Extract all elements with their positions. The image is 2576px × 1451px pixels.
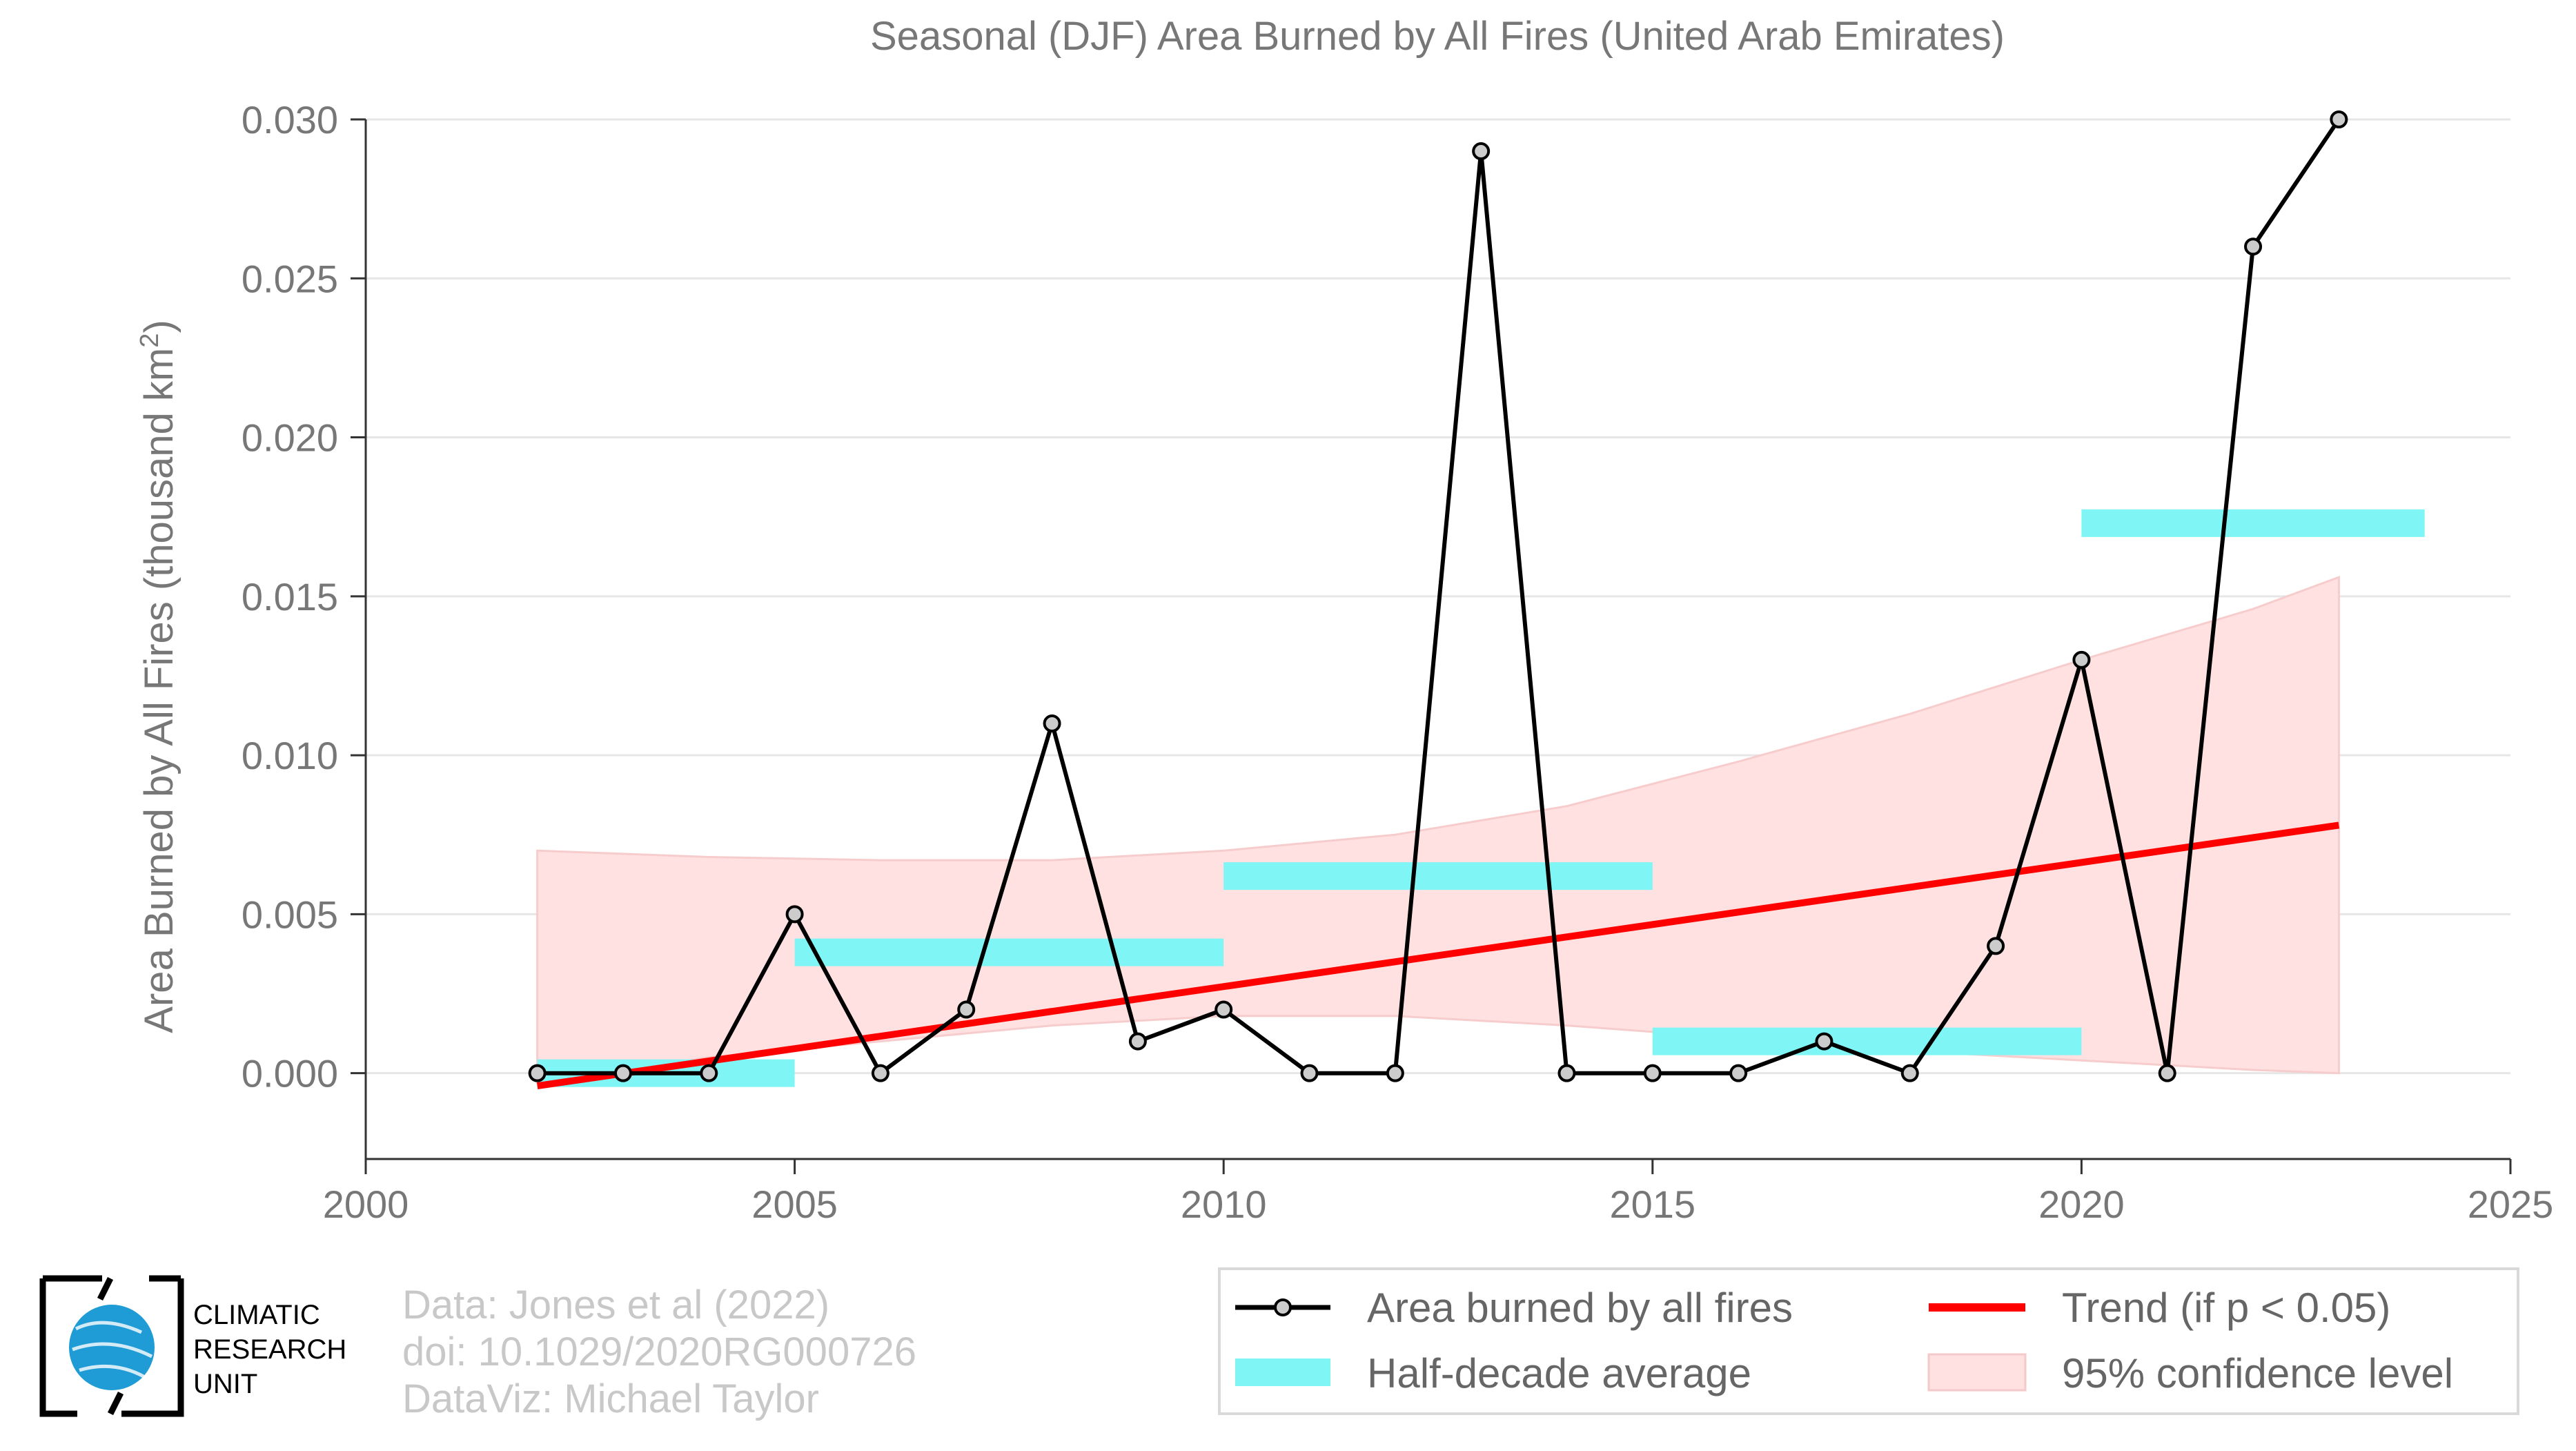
y-tick-label: 0.020 — [242, 416, 338, 460]
svg-text:Area Burned by All Fires (thou: Area Burned by All Fires (thousand km2) — [135, 320, 181, 1033]
logo-text-line3: UNIT — [193, 1369, 257, 1399]
legend-label-area: Area burned by all fires — [1367, 1285, 1793, 1331]
legend-swatch-area-marker — [1274, 1298, 1292, 1316]
legend-label-trend: Trend (if p < 0.05) — [2062, 1285, 2390, 1331]
data-point — [1557, 1064, 1576, 1082]
confidence-band-layer — [536, 576, 2340, 1084]
half-decade-bar — [2081, 509, 2425, 537]
data-point — [700, 1064, 718, 1082]
y-tick-label: 0.030 — [242, 98, 338, 142]
y-tick-label: 0.010 — [242, 734, 338, 777]
globe-swirl-1 — [75, 1321, 143, 1334]
data-point — [2072, 650, 2091, 669]
y-axis-label-end: ) — [137, 320, 181, 333]
cru-logo: CLIMATIC RESEARCH UNIT — [39, 1275, 346, 1417]
data-point — [613, 1064, 632, 1082]
y-tick-label: 0.005 — [242, 893, 338, 936]
legend: Area burned by all fires Half-decade ave… — [1218, 1267, 2519, 1415]
globe-swirl-3 — [79, 1364, 146, 1379]
data-point — [1472, 142, 1491, 161]
series-line — [537, 118, 2341, 1075]
y-axis-label-sup: 2 — [135, 333, 164, 348]
y-tick-label: 0.025 — [242, 257, 338, 300]
half-decade-bar — [1223, 862, 1653, 890]
logo-text-line2: RESEARCH — [193, 1334, 346, 1365]
chart-title: Seasonal (DJF) Area Burned by All Fires … — [870, 14, 2005, 59]
y-axis-label-main: Area Burned by All Fires (thousand km — [137, 348, 181, 1033]
globe-swirl-2 — [72, 1342, 153, 1359]
credit-doi: doi: 10.1029/2020RG000726 — [402, 1330, 916, 1374]
data-point — [2158, 1064, 2176, 1082]
data-point — [957, 1000, 976, 1019]
data-point — [785, 905, 804, 924]
series-layer — [528, 110, 2348, 1082]
x-tick-label: 2015 — [1610, 1182, 1696, 1226]
data-point — [2244, 237, 2263, 256]
x-tick-label: 2000 — [323, 1182, 409, 1226]
data-point — [871, 1064, 889, 1082]
x-tick-label: 2010 — [1181, 1182, 1267, 1226]
credits: Data: Jones et al (2022) doi: 10.1029/20… — [402, 1283, 916, 1421]
x-tick-label: 2005 — [751, 1182, 838, 1226]
y-tick-label: 0.015 — [242, 575, 338, 619]
logo-slash-top — [97, 1276, 114, 1301]
x-tick-label: 2020 — [2038, 1182, 2125, 1226]
data-point — [1043, 714, 1061, 733]
data-point — [1128, 1032, 1147, 1051]
half-decade-bar — [1652, 1027, 2082, 1055]
half-decade-average-layer — [537, 509, 2425, 1087]
data-point — [528, 1064, 547, 1082]
legend-swatch-confidence — [1927, 1353, 2027, 1392]
data-point — [1987, 937, 2005, 955]
data-point — [2330, 110, 2348, 128]
data-point — [1300, 1064, 1319, 1082]
y-tick-label: 0.000 — [242, 1052, 338, 1095]
half-decade-bar — [794, 938, 1224, 966]
legend-label-half-decade: Half-decade average — [1367, 1350, 1751, 1396]
logo-bracket-left — [39, 1275, 102, 1417]
credit-dataviz: DataViz: Michael Taylor — [402, 1376, 819, 1421]
confidence-band — [536, 576, 2340, 1084]
legend-label-confidence: 95% confidence level — [2062, 1350, 2453, 1396]
logo-bracket-right — [121, 1275, 184, 1417]
legend-swatch-half-decade — [1235, 1359, 1330, 1386]
data-point — [1386, 1064, 1404, 1082]
data-point — [1900, 1064, 1919, 1082]
credit-data-source: Data: Jones et al (2022) — [402, 1283, 829, 1327]
x-tick-label: 2025 — [2468, 1182, 2554, 1226]
logo-text-line1: CLIMATIC — [193, 1300, 320, 1330]
logo-slash-bottom — [107, 1391, 124, 1416]
trend-line-layer — [536, 821, 2340, 1090]
axes: 0.000 0.005 0.010 0.015 0.020 0.025 0.030 2000 2… — [242, 98, 2553, 1226]
y-axis-label: Area Burned by All Fires (thousand km2) — [135, 320, 181, 1033]
legend-box — [1218, 1267, 2519, 1415]
data-point — [1643, 1064, 1662, 1082]
data-point — [1729, 1064, 1748, 1082]
trend-line — [536, 821, 2340, 1090]
data-point — [1215, 1000, 1233, 1019]
data-point — [1815, 1032, 1833, 1051]
